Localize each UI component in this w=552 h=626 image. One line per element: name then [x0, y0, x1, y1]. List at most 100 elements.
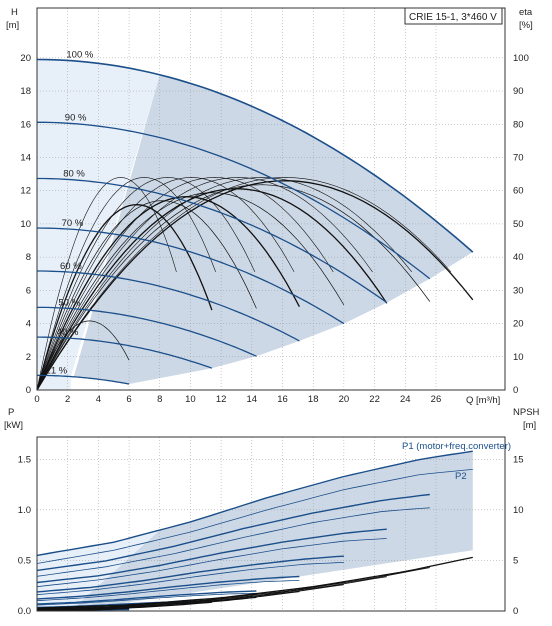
- speed-label: 60 %: [60, 261, 82, 272]
- eta-tick-label: 60: [513, 186, 524, 197]
- power-tick-label: 1.5: [18, 454, 31, 465]
- efficiency-curve-intermediate: [36, 177, 413, 391]
- flow-tick-label: 2: [65, 394, 70, 405]
- speed-label: 90 %: [65, 112, 87, 123]
- eta-tick-label: 50: [513, 219, 524, 230]
- p2-curve: [36, 507, 430, 577]
- p1-curve: [36, 555, 344, 593]
- flow-tick-label: 6: [126, 394, 131, 405]
- head-tick-label: 4: [26, 319, 31, 330]
- head-plot-frame: [36, 7, 506, 391]
- legend-pump-name: CRIE 15-1, 3*460 V: [409, 12, 497, 23]
- npsh-curve: [36, 556, 473, 609]
- p2-curve: [36, 469, 473, 564]
- head-tick-label: 16: [20, 119, 31, 130]
- head-tick-label: 12: [20, 186, 31, 197]
- power-tick-label: 1.0: [18, 505, 31, 516]
- flow-tick-label: 12: [216, 394, 227, 405]
- p1-curve: [36, 493, 430, 572]
- eta-tick-label: 20: [513, 319, 524, 330]
- head-efficiency-panel: 100 %90 %80 %70 %60 %50 %40 %21 %0 2 4 6 8 10…: [20, 7, 529, 405]
- npsh-curve: [36, 584, 344, 610]
- speed-label: 21 %: [46, 365, 68, 376]
- speed-label: 80 %: [63, 168, 85, 179]
- eta-tick-label: 30: [513, 285, 524, 296]
- flow-tick-label: 0: [34, 394, 39, 405]
- head-tick-label: 20: [20, 53, 31, 64]
- eta-tick-label: 90: [513, 86, 524, 97]
- p1-curve: [36, 450, 473, 557]
- head-curve: [37, 270, 300, 342]
- head-tick-label: 2: [26, 352, 31, 363]
- flow-tick-label: 8: [157, 394, 162, 405]
- head-operating-region: [73, 74, 473, 385]
- legend: CRIE 15-1, 3*460 V: [404, 7, 503, 25]
- flow-axis-label: Q [m³/h]: [466, 395, 500, 406]
- flow-tick-label: 4: [96, 394, 101, 405]
- power-npsh-panel: 0.0 0.5 1.0 1.5 0 5 10 15: [18, 436, 524, 617]
- efficiency-curve: [36, 184, 431, 391]
- power-tick-label: 0.5: [18, 555, 31, 566]
- npsh-curve: [36, 567, 430, 609]
- efficiency-curve-intermediate: [36, 177, 256, 391]
- efficiency-curve: [36, 192, 345, 391]
- eta-tick-label: 70: [513, 152, 524, 163]
- npsh-tick-label: 5: [513, 555, 518, 566]
- npsh-curve: [36, 576, 387, 610]
- flow-tick-label: 26: [431, 394, 442, 405]
- eta-tick-label: 40: [513, 252, 524, 263]
- head-curve: [37, 306, 257, 357]
- p1-curve: [36, 575, 300, 600]
- p1-curve: [36, 528, 387, 584]
- npsh-axis-symbol: NPSH: [513, 407, 540, 418]
- power-tick-label: 0.0: [18, 606, 31, 617]
- head-axis-unit: [m]: [6, 20, 19, 31]
- efficiency-curve-intermediate: [36, 177, 216, 391]
- power-axis-unit: [kW]: [4, 420, 23, 431]
- flow-tick-label: 22: [369, 394, 380, 405]
- npsh-axis-unit: [m]: [523, 420, 536, 431]
- head-curve: [37, 374, 130, 385]
- speed-label: 100 %: [66, 49, 93, 60]
- npsh-curve: [36, 591, 300, 611]
- flow-tick-label: 18: [308, 394, 319, 405]
- head-tick-label: 0: [26, 385, 31, 396]
- efficiency-curve: [36, 204, 213, 391]
- flow-tick-label: 20: [339, 394, 350, 405]
- efficiency-curve: [36, 196, 300, 391]
- eta-axis-unit: [%]: [519, 20, 533, 31]
- p2-curve: [36, 562, 344, 596]
- head-tick-label: 8: [26, 252, 31, 263]
- head-tick-label: 6: [26, 285, 31, 296]
- head-curve: [37, 177, 388, 304]
- npsh-tick-label: 15: [513, 454, 524, 465]
- head-curve: [37, 121, 431, 280]
- efficiency-curve-intermediate: [36, 177, 334, 391]
- head-tick-label: 18: [20, 86, 31, 97]
- p2-curve: [36, 538, 387, 588]
- npsh-tick-label: 10: [513, 505, 524, 516]
- head-curve: [36, 58, 474, 253]
- efficiency-curve-intermediate: [36, 177, 295, 391]
- speed-label: 40 %: [57, 327, 79, 338]
- legend-frame: [404, 7, 503, 25]
- speed-label: 50 %: [58, 297, 80, 308]
- p1-series-label: P1 (motor+freq.converter): [402, 441, 511, 452]
- p2-curve: [36, 592, 257, 606]
- head-curve: [36, 227, 345, 325]
- p2-series-label: P2: [455, 471, 467, 482]
- eta-tick-label: 10: [513, 352, 524, 363]
- flow-tick-label: 10: [185, 394, 196, 405]
- efficiency-curve-intermediate: [36, 177, 373, 391]
- eta-tick-label: 0: [513, 385, 518, 396]
- p2-curve: [36, 580, 300, 602]
- eta-tick-label: 80: [513, 119, 524, 130]
- speed-label: 70 %: [62, 218, 84, 229]
- head-tick-label: 10: [20, 219, 31, 230]
- flow-tick-label: 24: [400, 394, 411, 405]
- flow-tick-label: 16: [277, 394, 288, 405]
- power-axis-symbol: P: [8, 407, 14, 418]
- efficiency-curve: [36, 180, 474, 391]
- efficiency-curve: [36, 200, 257, 391]
